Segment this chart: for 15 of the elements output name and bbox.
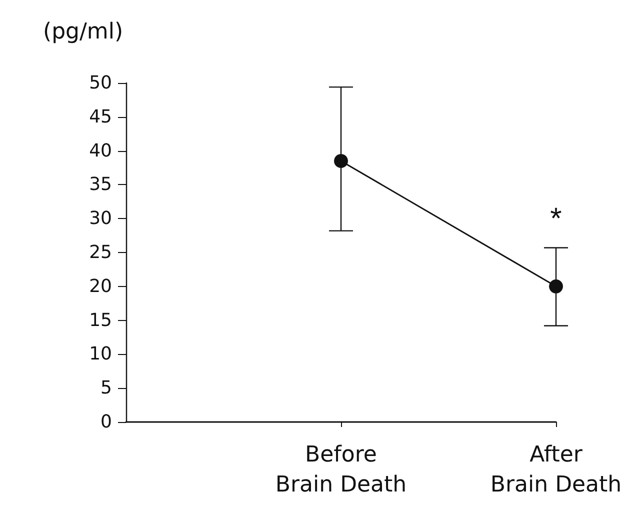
y-tick-label: 10 (89, 344, 112, 365)
y-tick-label: 40 (89, 140, 112, 162)
y-tick-label: 20 (89, 276, 112, 297)
annotation: * (550, 202, 562, 236)
x-tick-label: After Brain Death (490, 442, 622, 498)
y-tick-label: 0 (100, 412, 112, 432)
x-tick-label: Before Brain Death (275, 442, 407, 498)
y-tick-label: 30 (89, 208, 112, 230)
y-tick-label: 45 (89, 106, 112, 128)
y-tick-label: 5 (100, 378, 112, 399)
y-tick-label: 25 (89, 242, 112, 263)
y-axis-title: (pg/ml) (43, 20, 124, 44)
y-tick-label: 15 (89, 310, 112, 331)
y-tick-label: 50 (89, 72, 112, 94)
y-tick-label: 35 (89, 174, 112, 196)
